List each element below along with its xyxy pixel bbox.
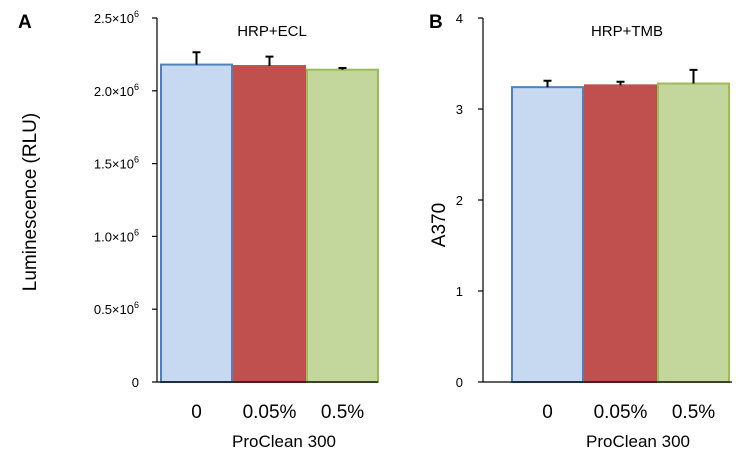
panel-b: B HRP+TMB A370 ProClean 300 0 1 2 3 4 0 0.05%…: [429, 11, 732, 451]
panel-b-bars: [511, 82, 730, 384]
x-tick-label-0: 0: [542, 402, 553, 423]
panel-a-error-bars: [192, 51, 347, 70]
x-tick-label-0: 0: [191, 402, 202, 423]
bar-0: [160, 63, 233, 383]
error-bar-2: [338, 66, 347, 70]
panel-b-y-ticks: 0 1 2 3 4: [456, 11, 483, 390]
error-bar-2: [689, 68, 698, 84]
error-bar-1: [616, 80, 625, 86]
x-tick-label-1: 0.05%: [243, 402, 297, 423]
panel-a-x-axis-label: ProClean 300: [232, 432, 336, 451]
panel-b-x-axis-label: ProClean 300: [586, 432, 690, 451]
panel-a-x-ticks: 0 0.05% 0.5%: [191, 402, 364, 423]
panel-a: A HRP+ECL Luminescence (RLU) ProClean 30…: [18, 9, 379, 451]
bar-1: [233, 65, 306, 383]
y-tick-label-4: 4: [456, 11, 463, 26]
panel-b-error-bars: [543, 68, 698, 88]
bar-2: [657, 82, 730, 384]
panel-b-title: HRP+TMB: [591, 23, 663, 40]
y-tick-label-4: 2.0×106: [94, 82, 139, 99]
panel-b-y-axis-label: A370: [429, 203, 450, 247]
y-tick-label-5: 2.5×106: [94, 9, 139, 26]
y-tick-label-3: 3: [456, 102, 463, 117]
bar-0: [511, 86, 584, 383]
panel-b-letter: B: [429, 12, 443, 33]
y-tick-label-0: 0: [456, 375, 463, 390]
bar-1: [584, 84, 657, 383]
panel-b-x-ticks: 0 0.05% 0.5%: [542, 402, 715, 423]
x-tick-label-1: 0.05%: [594, 402, 648, 423]
bar-2: [306, 68, 379, 384]
panel-a-bars: [160, 63, 379, 384]
error-bar-0: [192, 51, 201, 65]
x-tick-label-2: 0.5%: [321, 402, 364, 423]
panel-a-y-ticks: 0 0.5×106 1.0×106 1.5×106 2.0×106 2.5×106: [94, 9, 157, 390]
error-bar-1: [265, 55, 274, 67]
panel-a-y-axis-label: Luminescence (RLU): [20, 113, 41, 291]
y-tick-label-0: 0: [132, 375, 139, 390]
y-tick-label-3: 1.5×106: [94, 155, 139, 172]
error-bar-0: [543, 79, 552, 88]
panel-a-letter: A: [18, 12, 32, 33]
panel-a-title: HRP+ECL: [237, 23, 307, 40]
y-tick-label-1: 1: [456, 284, 463, 299]
x-tick-label-2: 0.5%: [672, 402, 715, 423]
y-tick-label-2: 1.0×106: [94, 227, 139, 244]
y-tick-label-2: 2: [456, 193, 463, 208]
y-tick-label-1: 0.5×106: [94, 300, 139, 317]
